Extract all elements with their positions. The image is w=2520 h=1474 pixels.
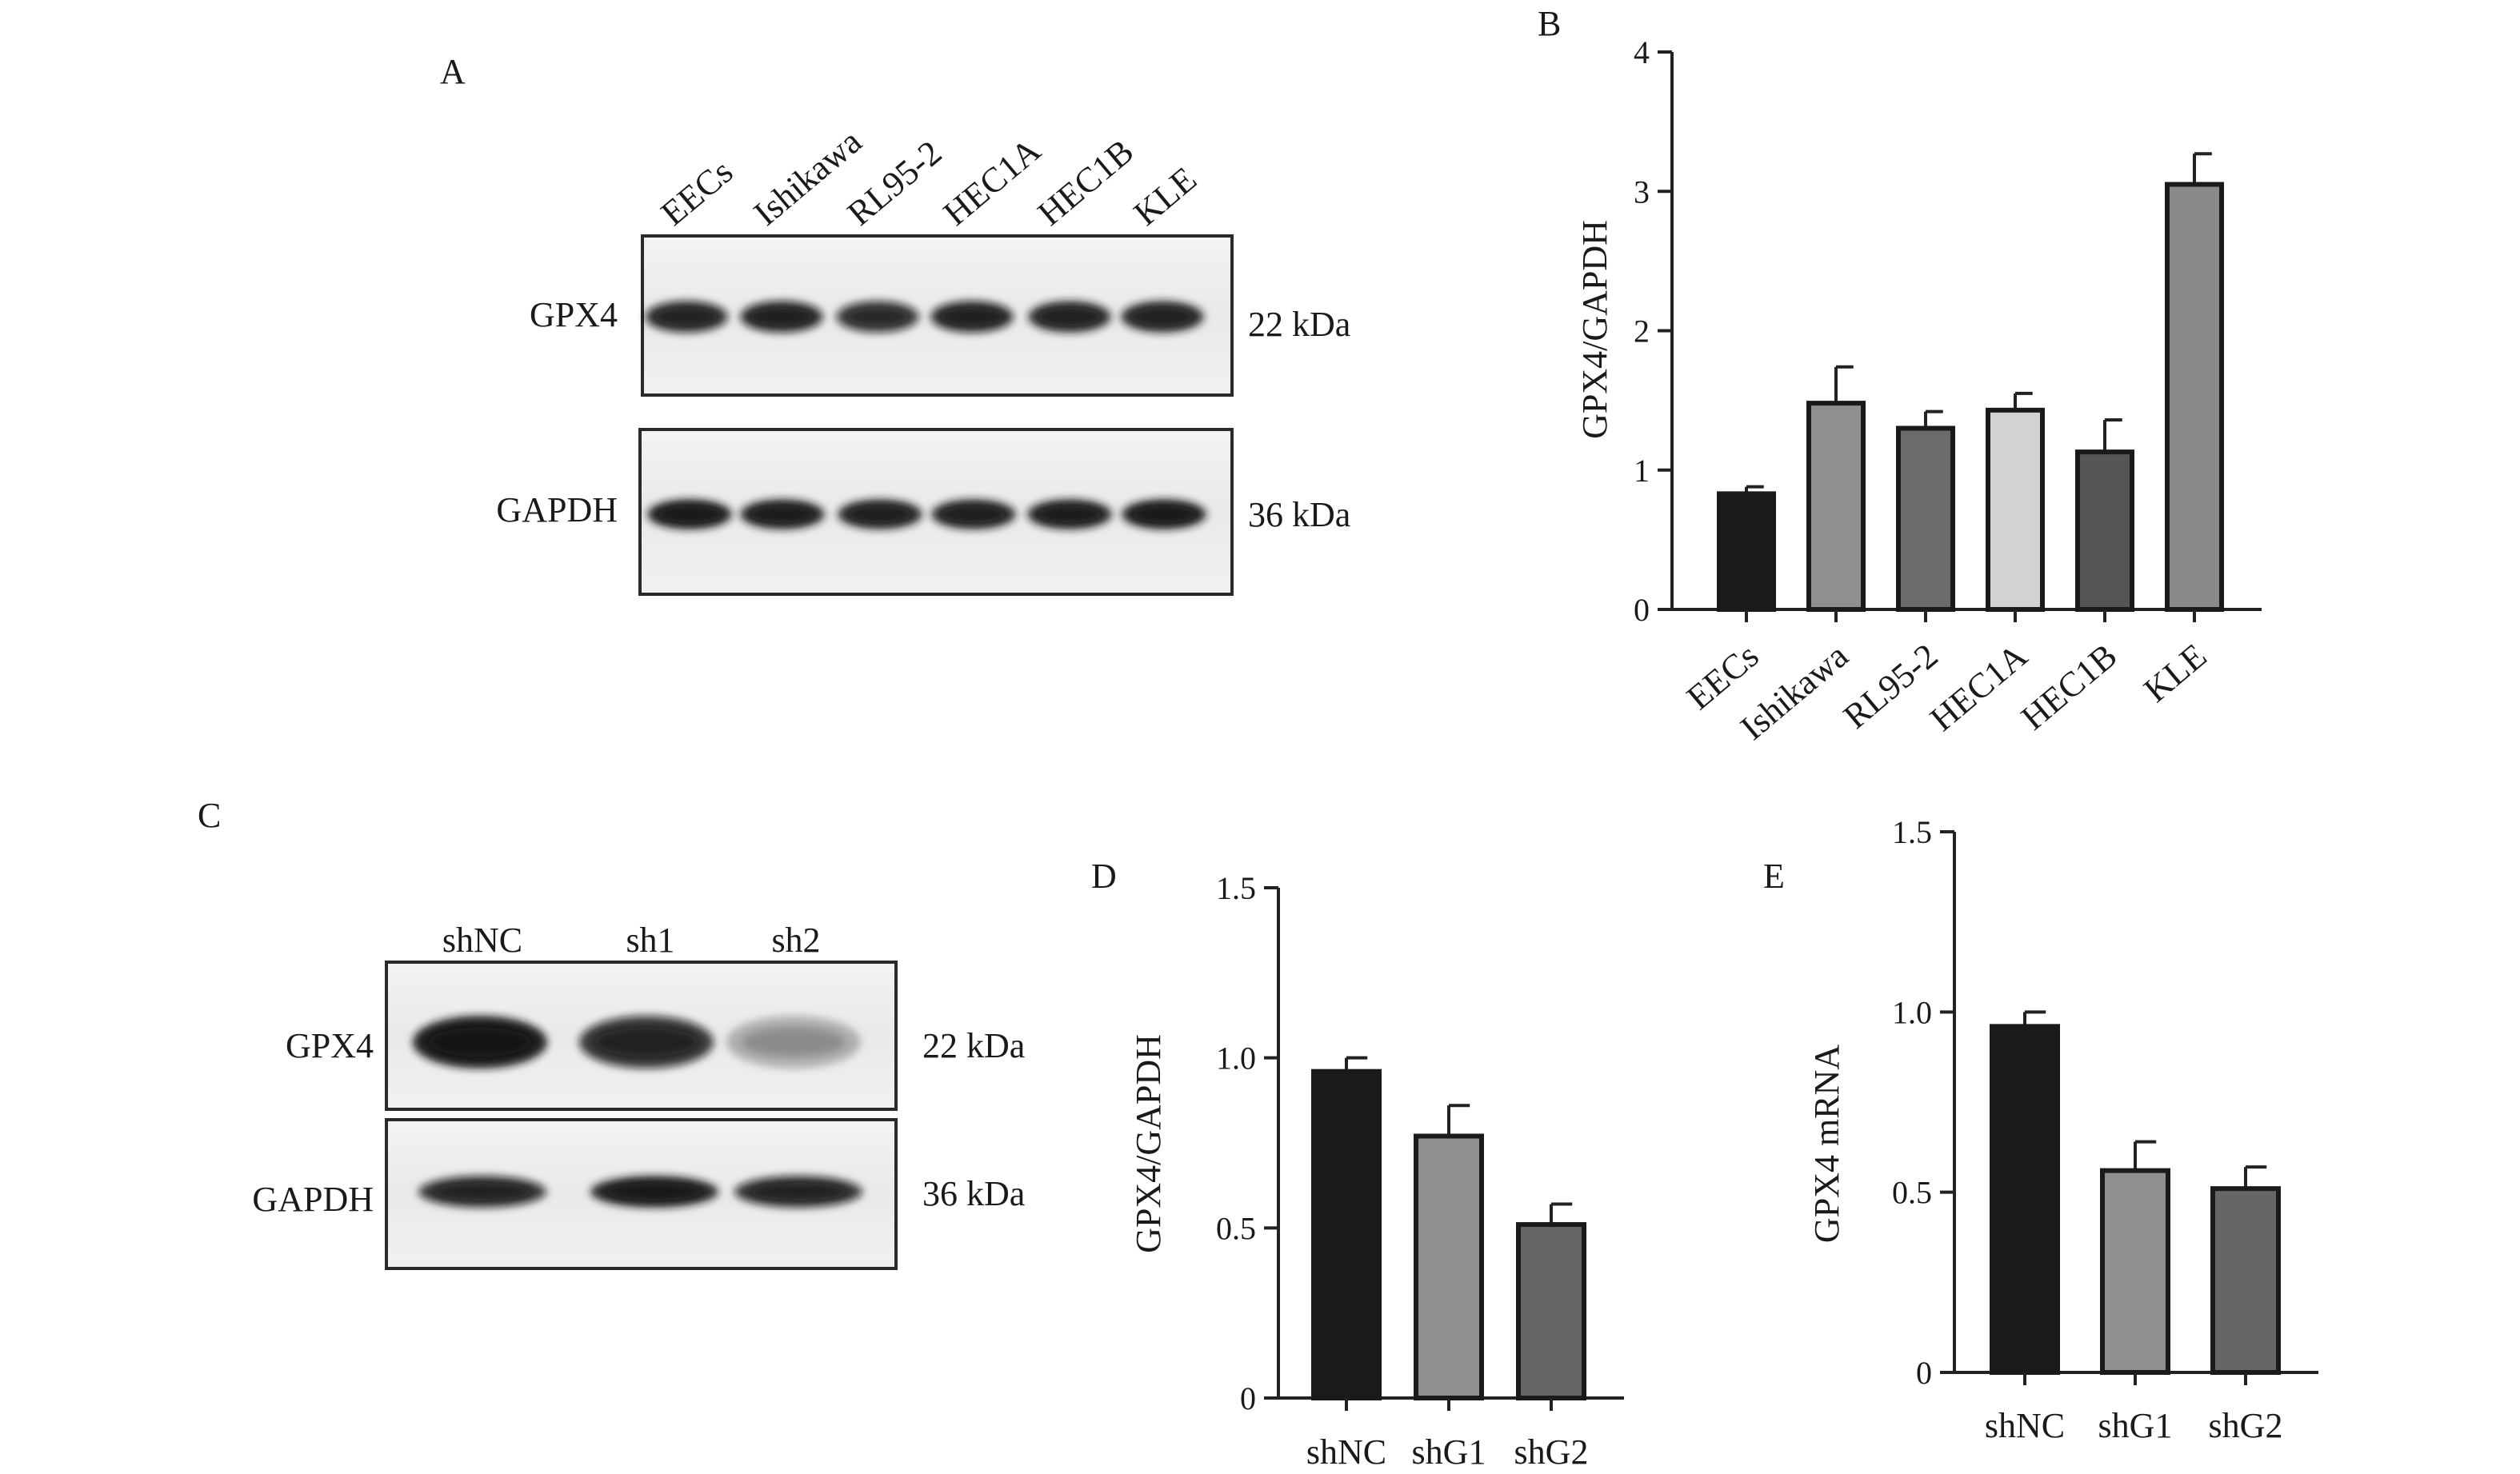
blot-band <box>1121 301 1204 333</box>
size-label-c-gpx4: 22 kDa <box>922 1026 1025 1065</box>
panel-letter-a: A <box>440 52 466 91</box>
chart-b: B01234GPX4/GAPDHEECsIshikawaRL95-2HEC1AH… <box>1538 4 2262 748</box>
x-tick-label: shG1 <box>1412 1432 1486 1472</box>
bar <box>2210 1186 2281 1376</box>
y-tick-label: 0 <box>1634 592 1650 628</box>
bands-c-gapdh <box>418 1176 862 1208</box>
blot-band <box>579 1016 714 1069</box>
blot-band <box>647 499 732 529</box>
y-tick-label: 1.0 <box>1892 994 1932 1030</box>
bands-a-gapdh <box>647 499 1206 529</box>
bar <box>1311 1069 1382 1401</box>
blot-a-gpx4: GPX4 22 kDa <box>530 234 1350 397</box>
y-tick-label: 0.5 <box>1892 1175 1932 1211</box>
blot-a-gapdh: GAPDH 36 kDa <box>496 428 1350 596</box>
blot-band <box>418 1176 546 1208</box>
lane-label: shNC <box>442 921 522 960</box>
blot-band <box>930 301 1014 333</box>
bar <box>1414 1133 1484 1400</box>
x-tick-label: RL95-2 <box>1836 636 1945 737</box>
y-tick-label: 1.5 <box>1892 814 1932 850</box>
y-tick-label: 1.5 <box>1216 870 1256 906</box>
y-tick-label: 1.0 <box>1216 1041 1256 1077</box>
y-axis-label: GPX4 mRNA <box>1807 1045 1846 1243</box>
blot-band <box>590 1176 718 1208</box>
y-tick-label: 2 <box>1634 314 1650 350</box>
lane-labels-c: shNC sh1 sh2 <box>442 921 821 960</box>
y-axis-label: GPX4/GAPDH <box>1129 1034 1168 1253</box>
x-tick-label: HEC1B <box>2014 636 2124 737</box>
panel-letter-b: B <box>1538 4 1561 43</box>
bar <box>2075 449 2134 612</box>
blot-c-gapdh: GAPDH 36 kDa <box>252 1118 1025 1270</box>
lane-label: HEC1B <box>1030 132 1141 234</box>
panel-c: C shNC sh1 sh2 GPX4 22 kDa GAPDH 36 kDa <box>198 796 1025 1270</box>
blot-band <box>645 301 728 333</box>
blot-band <box>836 301 919 333</box>
lane-label: HEC1A <box>936 130 1048 234</box>
bar <box>1896 425 1955 612</box>
x-tick-label: shNC <box>1306 1432 1386 1472</box>
size-label-a-gpx4: 22 kDa <box>1248 305 1350 344</box>
panel-letter-d: D <box>1091 857 1117 896</box>
blot-band <box>1028 301 1111 333</box>
lane-label: EECs <box>654 152 740 234</box>
chart-e: E 0 0.5 1.0 1.5 GPX4 mRNA shNC shG1 shG2 <box>1763 814 2318 1445</box>
x-tick-label: shNC <box>1985 1406 2065 1445</box>
protein-label-a-gpx4: GPX4 <box>530 295 618 334</box>
blot-band <box>838 499 922 529</box>
bands-a-gpx4 <box>645 301 1204 333</box>
blot-band <box>1122 499 1206 529</box>
blot-band <box>931 499 1016 529</box>
lane-label: sh2 <box>771 921 820 960</box>
x-tick-label: shG2 <box>2209 1406 2283 1445</box>
blot-band <box>726 1016 861 1069</box>
protein-label-c-gapdh: GAPDH <box>252 1180 374 1219</box>
bar <box>1990 1024 2060 1375</box>
size-label-a-gapdh: 36 kDa <box>1248 495 1350 534</box>
bands-c-gpx4 <box>413 1016 861 1069</box>
y-tick-label: 4 <box>1634 34 1650 70</box>
x-tick-label: shG1 <box>2098 1406 2173 1445</box>
bar <box>2165 182 2224 613</box>
y-tick-label: 0.5 <box>1216 1210 1256 1246</box>
blot-band <box>740 301 823 333</box>
bar <box>1717 491 1776 612</box>
lane-label: sh1 <box>626 921 674 960</box>
y-tick-label: 0 <box>1240 1380 1256 1416</box>
blot-band <box>1027 499 1112 529</box>
bar <box>1806 401 1866 612</box>
blot-band <box>413 1016 547 1069</box>
x-tick-label: KLE <box>2136 636 2214 710</box>
blot-c-gpx4: GPX4 22 kDa <box>286 961 1025 1111</box>
protein-label-c-gpx4: GPX4 <box>286 1026 374 1065</box>
protein-label-a-gapdh: GAPDH <box>496 490 618 529</box>
x-tick-label: shG2 <box>1514 1432 1589 1472</box>
bar <box>1986 407 2045 613</box>
blot-band <box>740 499 825 529</box>
y-axis-label: GPX4/GAPDH <box>1575 220 1614 439</box>
chart-d: D 0 0.5 1.0 1.5 GPX4/GAPDH shNC shG1 shG2 <box>1091 857 1624 1472</box>
size-label-c-gapdh: 36 kDa <box>922 1174 1025 1213</box>
blot-band <box>734 1176 862 1208</box>
y-tick-label: 1 <box>1634 453 1650 489</box>
bar <box>1516 1222 1586 1400</box>
bar <box>2100 1168 2170 1376</box>
y-tick-label: 3 <box>1634 174 1650 210</box>
panel-letter-c: C <box>198 796 221 835</box>
y-tick-label: 0 <box>1916 1355 1932 1391</box>
panel-letter-e: E <box>1763 857 1785 896</box>
x-tick-label: HEC1A <box>1922 636 2034 739</box>
lane-label: KLE <box>1126 159 1204 234</box>
